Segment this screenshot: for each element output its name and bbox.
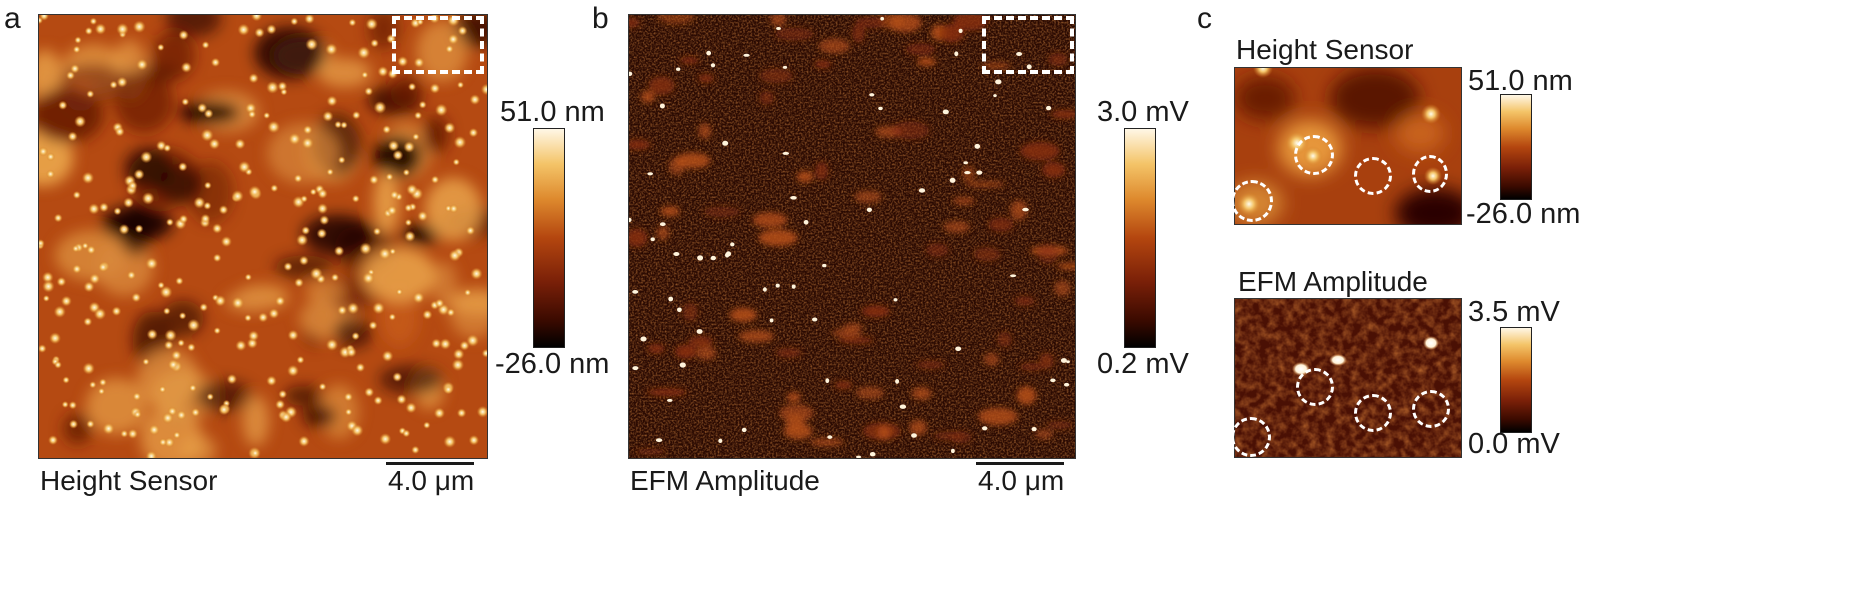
colorbar-c-bottom-max: 3.5 mV bbox=[1468, 296, 1560, 328]
scale-bar-a bbox=[386, 462, 474, 465]
efm-amplitude-zoom-map bbox=[1234, 298, 1462, 458]
colorbar-a bbox=[533, 128, 565, 348]
panel-c-bottom-title: EFM Amplitude bbox=[1238, 266, 1428, 297]
colorbar-a-min: -26.0 nm bbox=[495, 348, 610, 380]
height-sensor-image bbox=[39, 15, 487, 458]
efm-hotspots bbox=[629, 16, 1070, 458]
panel-a-caption: Height Sensor bbox=[40, 465, 218, 496]
colorbar-c-top bbox=[1500, 94, 1532, 200]
colorbar-c-top-max: 51.0 nm bbox=[1468, 65, 1573, 97]
colorbar-b-min: 0.2 mV bbox=[1097, 348, 1189, 380]
panel-a-letter: a bbox=[4, 2, 21, 35]
efm-amplitude-zoom-image bbox=[1235, 299, 1461, 457]
colorbar-c-top-min: -26.0 nm bbox=[1466, 198, 1581, 230]
region-of-interest-box-b bbox=[982, 16, 1074, 74]
particle-marker-c2 bbox=[1354, 157, 1392, 195]
panel-b-caption: EFM Amplitude bbox=[630, 465, 820, 496]
colorbar-a-max: 51.0 nm bbox=[500, 96, 605, 128]
particle-marker-c4 bbox=[1231, 180, 1273, 222]
efm-amplitude-map bbox=[628, 14, 1076, 459]
height-sensor-map bbox=[38, 14, 488, 459]
height-particles bbox=[39, 15, 487, 458]
region-of-interest-box-a bbox=[392, 16, 484, 74]
colorbar-b bbox=[1124, 128, 1156, 348]
particle-marker-c6 bbox=[1354, 394, 1392, 432]
colorbar-b-max: 3.0 mV bbox=[1097, 96, 1189, 128]
efm-amplitude-image bbox=[629, 15, 1075, 458]
efm-signal-patches bbox=[629, 15, 1075, 455]
particle-marker-c3 bbox=[1412, 155, 1448, 193]
particle-marker-c8 bbox=[1231, 417, 1271, 457]
panel-c-letter: c bbox=[1197, 2, 1212, 35]
scale-bar-a-label: 4.0 μm bbox=[388, 465, 475, 496]
panel-b-letter: b bbox=[592, 2, 609, 35]
particle-marker-c1 bbox=[1294, 135, 1334, 175]
scale-bar-b bbox=[976, 462, 1064, 465]
colorbar-c-bottom bbox=[1500, 327, 1532, 433]
scale-bar-b-label: 4.0 μm bbox=[978, 465, 1065, 496]
particle-marker-c5 bbox=[1296, 368, 1334, 406]
particle-marker-c7 bbox=[1412, 390, 1450, 428]
colorbar-c-bottom-min: 0.0 mV bbox=[1468, 428, 1560, 460]
panel-c-top-title: Height Sensor bbox=[1236, 34, 1414, 65]
